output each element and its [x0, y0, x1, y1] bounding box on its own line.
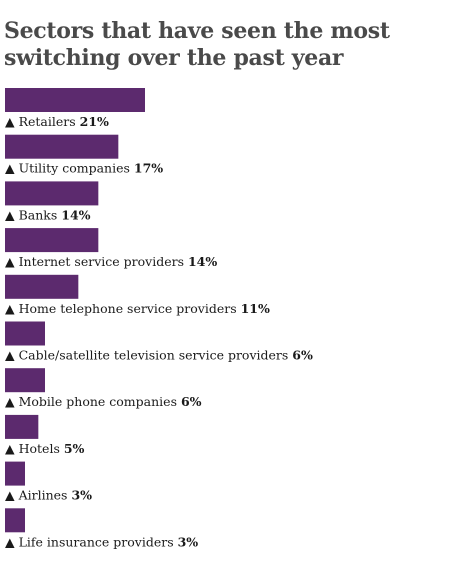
value-label: 14%	[61, 207, 90, 222]
triangle-marker-icon: ▲	[5, 488, 19, 503]
bar-label: ▲ Cable/satellite television service pro…	[5, 348, 313, 363]
value-label: 21%	[80, 114, 109, 129]
category-label: Mobile phone companies	[19, 394, 181, 409]
triangle-marker-icon: ▲	[5, 254, 19, 269]
value-label: 14%	[188, 254, 217, 269]
category-label: Internet service providers	[19, 254, 188, 269]
bar-label: ▲ Internet service providers 14%	[5, 254, 217, 269]
category-label: Airlines	[18, 488, 72, 503]
triangle-marker-icon: ▲	[5, 394, 19, 409]
bar-label: ▲ Banks 14%	[5, 207, 91, 222]
bar	[5, 321, 45, 346]
category-label: Cable/satellite television service provi…	[19, 348, 293, 363]
bar	[5, 88, 145, 112]
bar-label: ▲ Life insurance providers 3%	[5, 534, 198, 549]
triangle-marker-icon: ▲	[5, 301, 19, 316]
bar	[5, 414, 39, 439]
value-label: 6%	[181, 394, 202, 409]
category-label: Retailers	[19, 114, 80, 129]
bar-label: ▲ Utility companies 17%	[5, 161, 163, 176]
triangle-marker-icon: ▲	[5, 114, 19, 129]
value-label: 6%	[292, 348, 313, 363]
value-label: 5%	[64, 441, 85, 456]
category-label: Hotels	[19, 441, 64, 456]
triangle-marker-icon: ▲	[5, 534, 19, 549]
triangle-marker-icon: ▲	[5, 161, 19, 176]
triangle-marker-icon: ▲	[5, 348, 19, 363]
bar	[5, 368, 45, 393]
value-label: 11%	[241, 301, 270, 316]
value-label: 17%	[134, 161, 163, 176]
category-label: Home telephone service providers	[19, 301, 241, 316]
bar	[5, 228, 99, 253]
value-label: 3%	[71, 488, 92, 503]
bar-label: ▲ Retailers 21%	[5, 114, 109, 129]
category-label: Banks	[19, 207, 62, 222]
triangle-marker-icon: ▲	[5, 207, 19, 222]
bar-label: ▲ Home telephone service providers 11%	[5, 301, 270, 316]
category-label: Utility companies	[19, 161, 134, 176]
triangle-marker-icon: ▲	[5, 441, 19, 456]
chart-title: Sectors that have seen the most switchin…	[4, 18, 390, 71]
bar	[5, 461, 25, 486]
bar	[5, 274, 79, 299]
category-label: Life insurance providers	[19, 534, 178, 549]
bar	[5, 181, 99, 206]
bar-label: ▲ Hotels 5%	[5, 441, 85, 456]
bar-label: ▲ Airlines 3%	[5, 488, 92, 503]
value-label: 3%	[178, 534, 199, 549]
bar-label: ▲ Mobile phone companies 6%	[5, 394, 202, 409]
bar	[5, 134, 119, 159]
bar	[5, 508, 25, 533]
